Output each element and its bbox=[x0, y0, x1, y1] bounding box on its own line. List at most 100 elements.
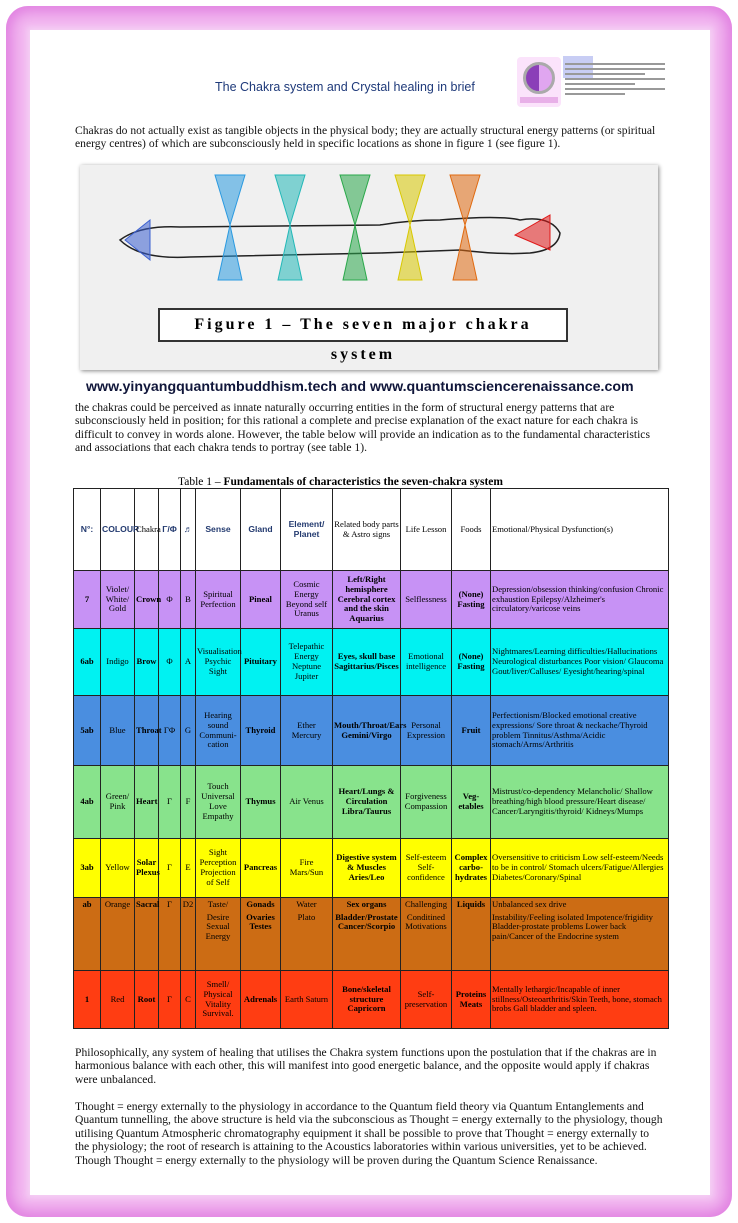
table-row: 4ab Green/ Pink Heart Γ F Touch Universal Lov… bbox=[73, 765, 669, 839]
table-cell: Proteins Meats bbox=[451, 970, 491, 1029]
table-cell: Personal Expression bbox=[400, 695, 452, 766]
table-cell: Emotional intelligence bbox=[400, 628, 452, 696]
logo bbox=[517, 57, 561, 107]
table-cell: Water bbox=[280, 897, 333, 913]
table-cell: Cosmic Energy Beyond self Uranus bbox=[280, 570, 333, 629]
table-cell: Visualisation Psychic Sight bbox=[195, 628, 242, 696]
table-cell: Root bbox=[134, 970, 159, 1029]
chakra-cone bbox=[394, 174, 426, 281]
table-cell: F bbox=[180, 765, 196, 839]
table-row: 5ab Blue Throat ΓΦ G Hearing sound Communi-ca… bbox=[73, 695, 669, 766]
column-header: COLOUR bbox=[100, 488, 139, 571]
table-cell: 4ab bbox=[73, 765, 101, 839]
body-outline bbox=[118, 216, 561, 259]
table-row: 3ab Yellow Solar Plexus Γ E Sight Perception … bbox=[73, 838, 669, 898]
table-cell: D2 bbox=[180, 897, 196, 913]
table-row: 7 Violet/ White/ Gold Crown Φ B Spiritual Per… bbox=[73, 570, 669, 629]
table-cell: Indigo bbox=[100, 628, 135, 696]
table-cell: Blue bbox=[100, 695, 135, 766]
table-cell: Fruit bbox=[451, 695, 491, 766]
table-cell: Sacral bbox=[134, 897, 159, 913]
table-row: 1 Red Root Γ C Smell/ Physical Vitality Survi… bbox=[73, 970, 669, 1029]
paragraph-3: Philosophically, any system of healing t… bbox=[75, 1046, 657, 1086]
table-cell: Heart bbox=[134, 765, 159, 839]
column-header: Gland bbox=[240, 488, 281, 571]
column-header: ♬ bbox=[180, 488, 196, 571]
table-cell: Hearing sound Communi-cation bbox=[195, 695, 241, 766]
table-cell: Violet/ White/ Gold bbox=[100, 570, 135, 629]
logo-decoration bbox=[563, 56, 593, 78]
table-cell: Conditined Motivations bbox=[400, 912, 452, 971]
table-cell: 1 bbox=[73, 970, 101, 1029]
table-cell: Pituitary bbox=[240, 628, 281, 696]
table-cell: Veg-etables bbox=[451, 765, 491, 839]
table-cell: Oversensitive to criticism Low self-este… bbox=[490, 838, 669, 898]
table-cell: Crown bbox=[134, 570, 161, 629]
table-cell: Γ bbox=[158, 897, 181, 913]
column-header: Chakra bbox=[134, 488, 161, 571]
table-cell: Digestive system & Muscles Aries/Leo bbox=[332, 838, 401, 898]
column-header: N°: bbox=[73, 488, 101, 571]
table-cell: B bbox=[180, 570, 196, 629]
table-cell: Pancreas bbox=[240, 838, 281, 898]
table-cell: Self-esteem Self-confidence bbox=[400, 838, 452, 898]
table-cell: Mistrust/co-dependency Melancholic/ Shal… bbox=[490, 765, 669, 839]
chakra-cone bbox=[449, 174, 481, 281]
chakra-cone bbox=[124, 218, 151, 262]
table-row: ab Orange Sacral Γ D2 Taste/Gonads Water Sex or… bbox=[73, 897, 669, 913]
table-cell: Γ bbox=[158, 765, 181, 839]
paragraph-2: the chakras could be perceived as innate… bbox=[75, 401, 650, 455]
table-cell: Eyes, skull base Sagittarius/Pisces bbox=[332, 628, 401, 696]
table-cell: ab bbox=[73, 897, 101, 913]
chakra-cone bbox=[274, 174, 306, 281]
table-cell: Ovaries Testes bbox=[240, 912, 281, 971]
table-cell bbox=[134, 912, 159, 971]
table-cell: Earth Saturn bbox=[280, 970, 333, 1029]
chakra-cone bbox=[513, 214, 551, 251]
table-cell: Desire Sexual Energy bbox=[195, 912, 241, 971]
table-cell: Smell/ Physical Vitality Survival. bbox=[195, 970, 241, 1029]
table-cell: Taste/ bbox=[195, 897, 241, 913]
table-cell: Forgiveness Compassion bbox=[400, 765, 452, 839]
column-header: Emotional/Physical Dysfunction(s) bbox=[490, 488, 669, 571]
column-header: Element/ Planet bbox=[280, 488, 333, 571]
table-cell: Perfectionism/Blocked emotional creative… bbox=[490, 695, 669, 766]
body-chakra-illustration bbox=[118, 174, 561, 281]
table-cell: Air Venus bbox=[280, 765, 333, 839]
table-cell: Liquids bbox=[451, 897, 491, 913]
table-cell: Spiritual Perfection bbox=[195, 570, 241, 629]
table-cell: Unbalanced sex drive bbox=[490, 897, 669, 913]
table-cell: Heart/Lungs & Circulation Libra/Taurus bbox=[332, 765, 401, 839]
table-cell: Plato bbox=[280, 912, 333, 971]
table-cell: Sight Perception Projection of Self bbox=[195, 838, 241, 898]
table-cell: Telepathic Energy Neptune Jupiter bbox=[280, 628, 333, 696]
table-cell: Pineal bbox=[240, 570, 281, 629]
chakra-cone bbox=[214, 174, 246, 281]
table-cell: Selflessness bbox=[400, 570, 452, 629]
chakra-cone bbox=[339, 174, 371, 281]
table-cell bbox=[73, 912, 101, 971]
column-header: Foods bbox=[451, 488, 491, 571]
paragraph-4: Thought = energy externally to the physi… bbox=[75, 1100, 663, 1167]
table-cell: Red bbox=[100, 970, 135, 1029]
table-cell: Φ bbox=[158, 628, 181, 696]
table-cell: Mouth/Throat/Ears Gemini/Virgo bbox=[332, 695, 406, 766]
table-cell: (None) Fasting bbox=[451, 570, 491, 629]
website-links: www.yinyangquantumbuddhism.tech and www.… bbox=[86, 379, 634, 395]
table-row: Desire Sexual Energy Ovaries Testes Plato B… bbox=[73, 912, 669, 971]
table-cell: Bone/skeletal structure Capricorn bbox=[332, 970, 401, 1029]
table-cell: Instability/Feeling isolated Impotence/f… bbox=[490, 912, 669, 971]
table-cell: Depression/obsession thinking/confusion … bbox=[490, 570, 669, 629]
table-cell: Challenging bbox=[400, 897, 452, 913]
table-cell: Adrenals bbox=[240, 970, 281, 1029]
table-cell bbox=[451, 912, 491, 971]
column-header: Life Lesson bbox=[400, 488, 452, 571]
table-cell bbox=[100, 912, 135, 971]
table-cell bbox=[158, 912, 181, 971]
column-header: Sense bbox=[195, 488, 241, 571]
table-cell: (None) Fasting bbox=[451, 628, 491, 696]
table-cell: Touch Universal Love Empathy bbox=[195, 765, 241, 839]
table-cell: Orange bbox=[100, 897, 135, 913]
table-cell: Φ bbox=[158, 570, 181, 629]
table-cell: Γ bbox=[158, 970, 181, 1029]
